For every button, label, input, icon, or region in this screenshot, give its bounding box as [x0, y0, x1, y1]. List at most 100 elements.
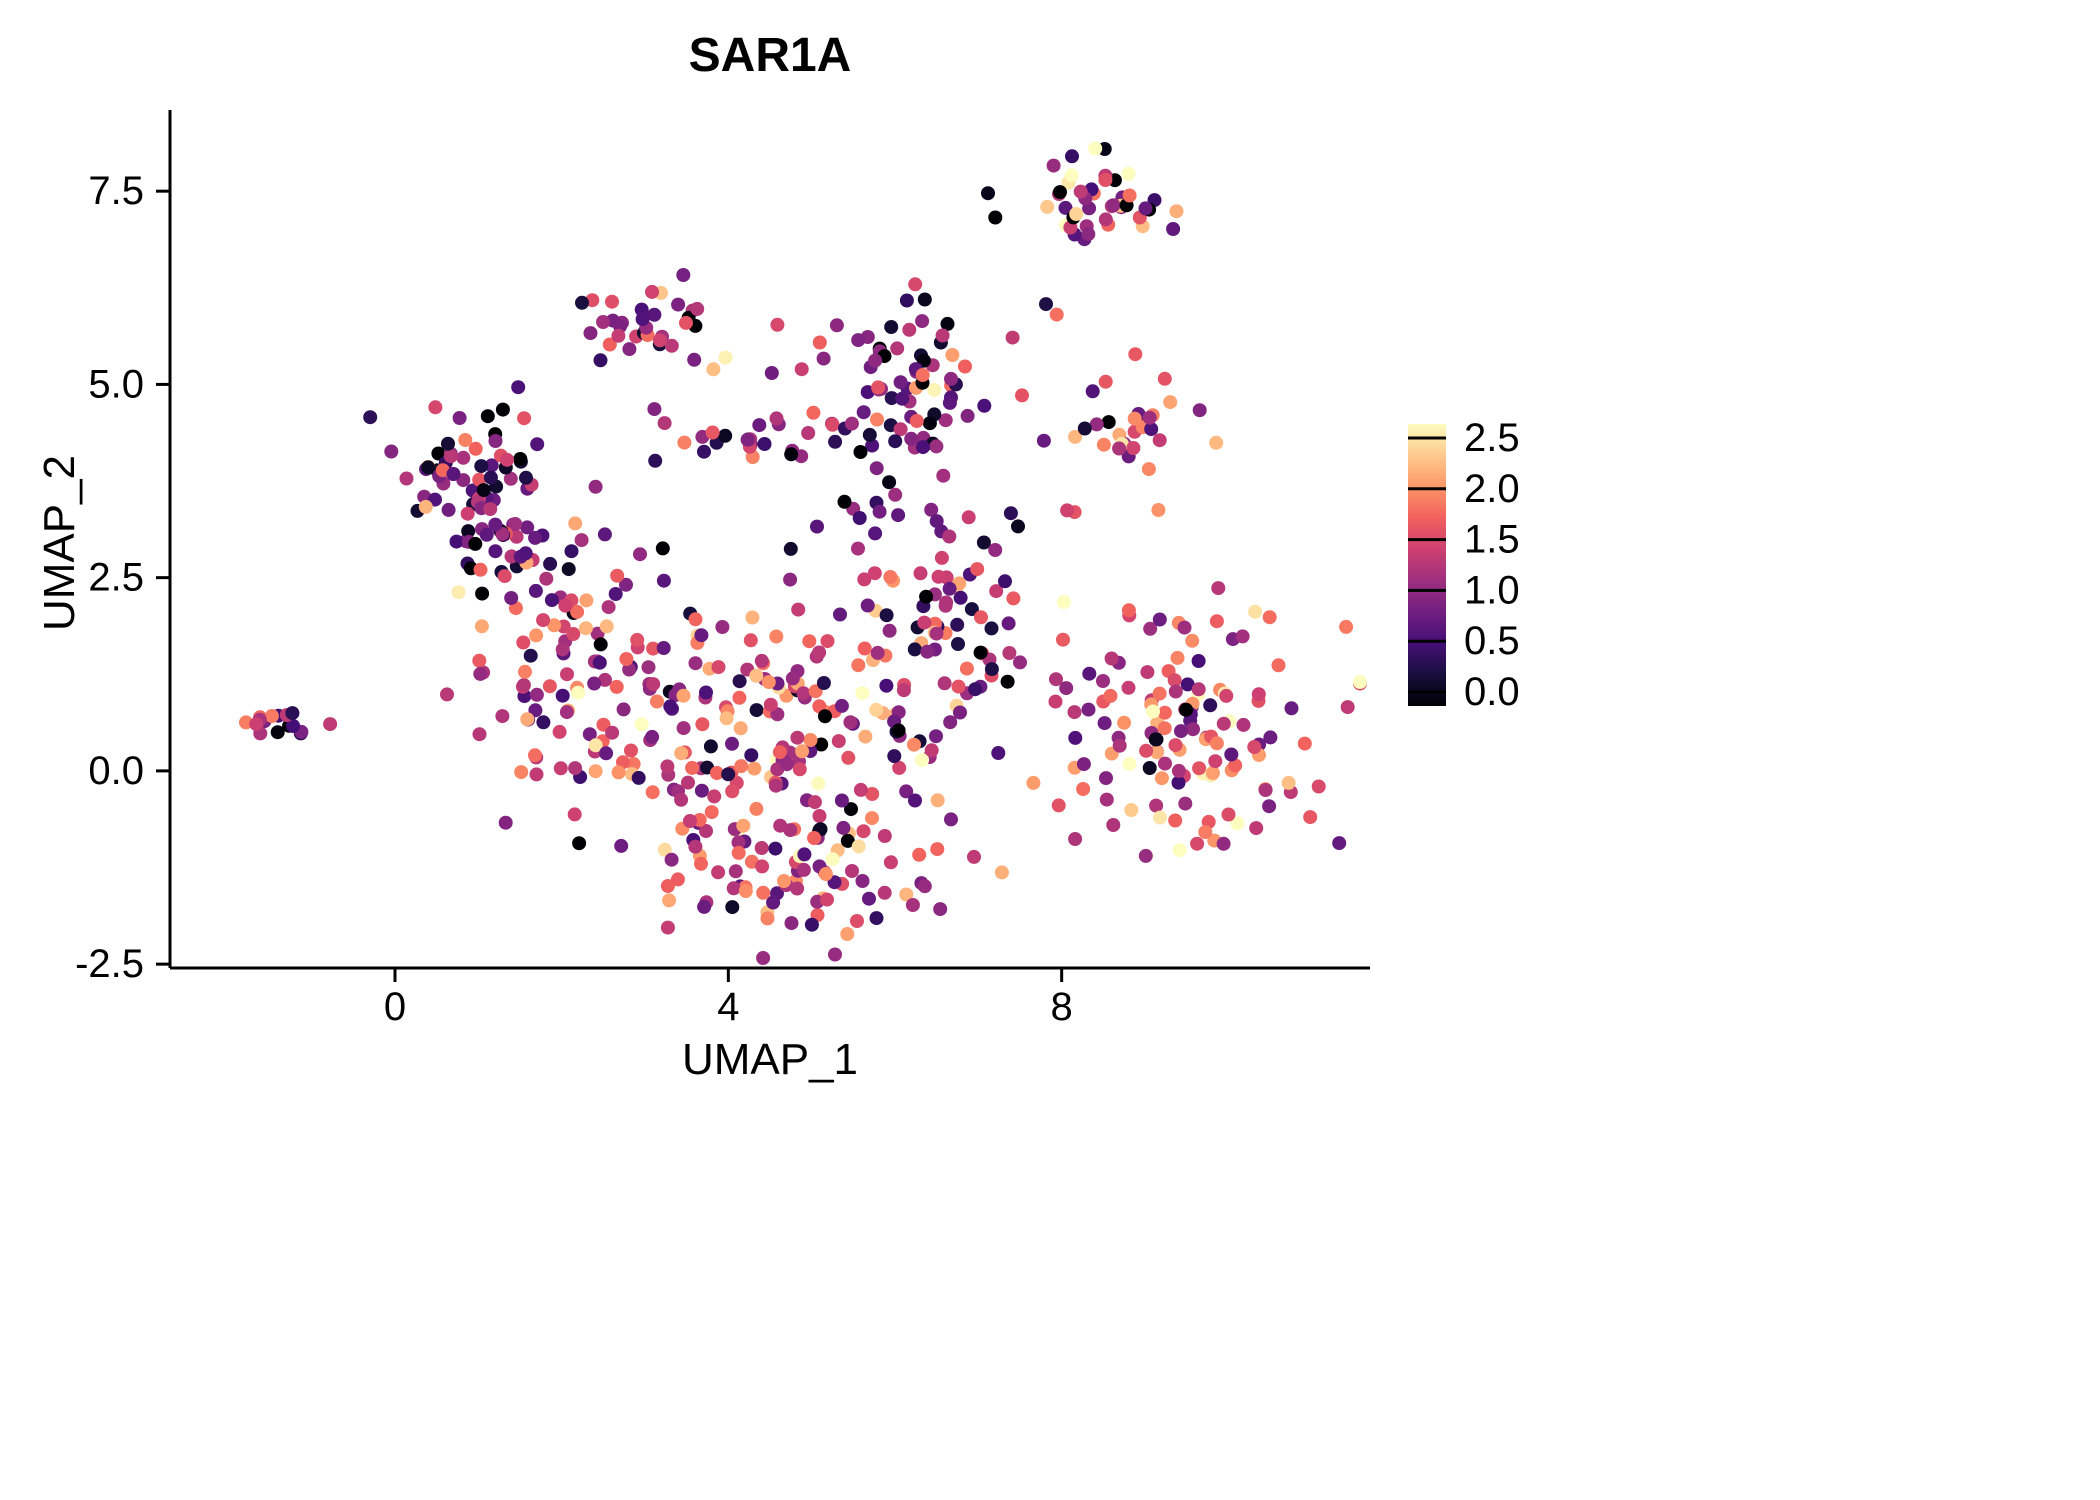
data-point [1281, 775, 1296, 790]
data-point [984, 662, 999, 677]
data-point [579, 593, 594, 608]
data-point [862, 891, 876, 906]
data-point [1049, 672, 1063, 687]
data-point [703, 739, 718, 754]
data-point [568, 761, 583, 776]
data-point [913, 566, 928, 581]
data-point [783, 572, 798, 587]
data-point [616, 702, 631, 717]
data-point [1059, 681, 1074, 696]
data-point [961, 510, 976, 525]
data-point [619, 652, 634, 666]
data-point [998, 574, 1012, 589]
data-point [977, 398, 992, 413]
data-point [872, 504, 887, 519]
data-point [578, 621, 593, 636]
data-point [1262, 799, 1277, 814]
data-point [583, 326, 598, 341]
data-point [529, 628, 544, 643]
data-point [806, 405, 821, 420]
data-point [1056, 632, 1070, 647]
data-point [697, 444, 711, 459]
data-point [1015, 388, 1029, 403]
data-point [725, 900, 740, 915]
data-point [671, 297, 686, 312]
data-point [931, 569, 946, 584]
data-point [810, 519, 824, 534]
data-point [940, 316, 955, 331]
data-point [844, 802, 858, 817]
data-point [656, 641, 671, 655]
data-point [1153, 810, 1167, 825]
data-point [683, 814, 697, 828]
data-point [1151, 503, 1166, 517]
data-point [852, 511, 867, 525]
data-point [935, 328, 950, 343]
data-point [891, 508, 906, 523]
data-point [736, 818, 751, 833]
data-point [664, 338, 679, 353]
data-point [483, 470, 498, 485]
data-point [694, 783, 709, 798]
data-point [528, 583, 543, 598]
data-point [592, 655, 607, 670]
data-point [927, 382, 942, 397]
data-point [812, 809, 827, 823]
data-point [652, 333, 667, 348]
data-point [816, 351, 831, 366]
data-point [964, 602, 979, 617]
data-point [728, 864, 743, 879]
data-point [1186, 722, 1200, 737]
data-point [479, 527, 494, 542]
data-point [690, 301, 705, 316]
data-point [908, 793, 922, 808]
data-point [917, 879, 932, 894]
data-point [828, 434, 843, 449]
data-point [773, 818, 788, 833]
data-point [853, 782, 868, 797]
data-point [707, 789, 722, 804]
data-point [860, 598, 875, 613]
data-point [1149, 798, 1164, 813]
x-tick-label: 8 [1051, 985, 1073, 1029]
data-point [858, 729, 873, 744]
data-point [1112, 441, 1127, 456]
data-point [1191, 682, 1206, 697]
data-point [951, 679, 966, 694]
data-point [856, 405, 871, 420]
data-point [896, 683, 911, 698]
data-point [476, 483, 491, 498]
data-point [967, 849, 981, 864]
colorbar-tick-label: 2.5 [1464, 416, 1520, 460]
data-point [1085, 384, 1100, 399]
data-point [1185, 633, 1200, 648]
data-point [743, 633, 758, 648]
data-point [1209, 736, 1224, 751]
data-point [784, 916, 799, 931]
data-point [574, 533, 589, 548]
data-point [942, 529, 957, 544]
data-point [384, 444, 399, 459]
data-point [473, 562, 488, 577]
data-point [807, 795, 822, 810]
data-point [1157, 371, 1172, 386]
data-point [976, 535, 991, 550]
data-point [731, 845, 746, 860]
data-point [572, 836, 587, 851]
data-point [757, 437, 772, 451]
data-point [1190, 836, 1205, 851]
data-point [1051, 798, 1066, 813]
data-point [915, 368, 930, 382]
data-point [647, 307, 662, 322]
data-point [511, 380, 526, 395]
data-point [1099, 792, 1114, 807]
data-point [797, 847, 812, 862]
data-point [917, 615, 932, 630]
data-point [605, 294, 619, 309]
data-point [953, 590, 968, 605]
data-point [1088, 141, 1103, 156]
y-tick-label: 5.0 [88, 362, 144, 406]
data-point [619, 577, 633, 592]
data-point [449, 534, 464, 549]
